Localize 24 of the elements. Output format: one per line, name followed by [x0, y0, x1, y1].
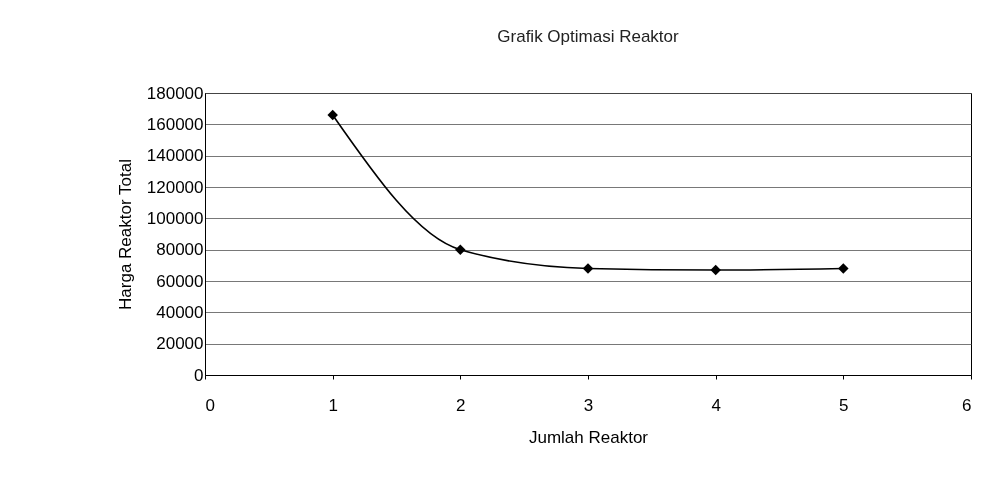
- point: [838, 263, 849, 274]
- x-tick-label: 3: [583, 395, 594, 415]
- y-tick-label: 40000: [156, 302, 204, 322]
- point: [327, 109, 338, 121]
- point: [582, 263, 594, 274]
- y-tick-label: 80000: [156, 240, 204, 260]
- y-tick-label: 180000: [146, 83, 204, 103]
- x-tick-label: 4: [711, 395, 721, 415]
- y-tick-label: 0: [194, 365, 204, 385]
- y-tick-label: 20000: [156, 334, 204, 354]
- x-tick-label: 6: [962, 395, 972, 415]
- point: [455, 244, 466, 255]
- x-tick-label: 2: [456, 395, 466, 415]
- y-tick-label: 140000: [146, 146, 204, 166]
- y-tick-label: 160000: [146, 114, 204, 134]
- point: [710, 264, 721, 276]
- x-tick-label: 1: [328, 395, 338, 415]
- x-tick-label: 5: [839, 395, 849, 415]
- y-tick-label: 60000: [156, 271, 204, 291]
- chart-title: Grafik Optimasi Reaktor: [497, 27, 680, 46]
- y-axis-title: Harga Reaktor Total: [115, 159, 135, 310]
- y-tick-label: 100000: [146, 208, 204, 228]
- x-axis-title: Jumlah Reaktor: [528, 427, 649, 447]
- y-tick-label: 120000: [146, 177, 204, 197]
